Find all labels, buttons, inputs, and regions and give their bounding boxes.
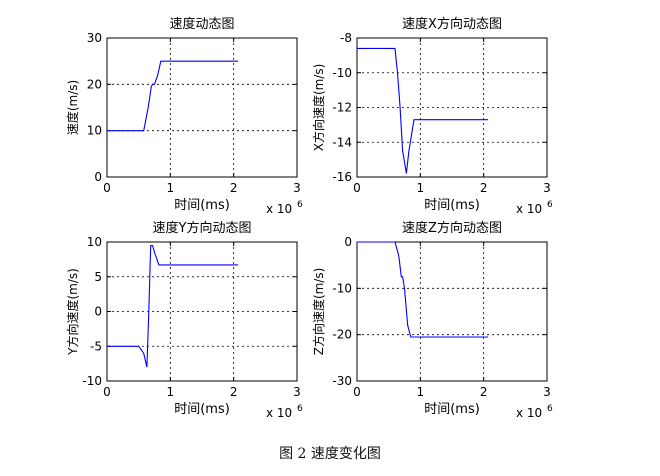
chart-title-speed-z: 速度Z方向动态图 bbox=[402, 220, 502, 236]
y-tick-label-speed: 20 bbox=[87, 77, 102, 91]
x-tick-label-speed: 3 bbox=[293, 181, 301, 195]
x-axis-label-speed-y: 时间(ms) bbox=[174, 402, 230, 417]
y-tick-label-speed-z: 0 bbox=[344, 235, 352, 249]
series-line-speed-x-0 bbox=[357, 47, 489, 174]
y-tick-label-speed-y: 10 bbox=[87, 235, 102, 249]
x-tick-label-speed-x: 0 bbox=[353, 181, 361, 195]
x-multiplier-exponent-speed: 6 bbox=[297, 200, 303, 210]
chart-title-speed: 速度动态图 bbox=[169, 16, 234, 32]
y-tick-label-speed-z: -10 bbox=[332, 281, 352, 295]
y-tick-label-speed-y: 0 bbox=[94, 305, 102, 319]
y-tick-label-speed-x: -10 bbox=[332, 66, 352, 80]
y-tick-label-speed-x: -14 bbox=[332, 135, 352, 149]
series-line-speed-y-0 bbox=[107, 244, 239, 368]
y-axis-label-speed-x: X方向速度(m/s) bbox=[311, 64, 326, 152]
x-tick-label-speed-z: 3 bbox=[543, 385, 551, 399]
plot-frame-speed-z bbox=[356, 241, 548, 382]
x-multiplier-exponent-speed-x: 6 bbox=[547, 200, 553, 210]
figure-caption: 图 2 速度变化图 bbox=[279, 446, 381, 462]
x-multiplier-speed: x 10 bbox=[266, 202, 292, 216]
plot-frame-speed bbox=[106, 37, 298, 178]
y-tick-label-speed-x: -8 bbox=[340, 31, 352, 45]
y-tick-label-speed-z: -20 bbox=[332, 328, 352, 342]
y-axis-label-speed: 速度(m/s) bbox=[65, 80, 80, 135]
chart-title-speed-x: 速度X方向动态图 bbox=[402, 16, 502, 32]
x-axis-label-speed: 时间(ms) bbox=[174, 198, 230, 213]
y-tick-label-speed-x: -16 bbox=[332, 170, 352, 184]
x-tick-label-speed: 2 bbox=[230, 181, 238, 195]
x-tick-label-speed-y: 2 bbox=[230, 385, 238, 399]
x-tick-label-speed: 1 bbox=[167, 181, 175, 195]
chart-title-speed-y: 速度Y方向动态图 bbox=[153, 220, 252, 236]
y-tick-label-speed: 0 bbox=[94, 170, 102, 184]
x-multiplier-speed-z: x 10 bbox=[516, 406, 542, 420]
x-tick-label-speed-z: 1 bbox=[417, 385, 425, 399]
x-tick-label-speed-x: 2 bbox=[480, 181, 488, 195]
y-tick-label-speed-y: 5 bbox=[94, 270, 102, 284]
y-tick-label-speed: 10 bbox=[87, 124, 102, 138]
y-tick-label-speed-y: -10 bbox=[82, 374, 102, 388]
x-tick-label-speed: 0 bbox=[103, 181, 111, 195]
x-multiplier-speed-y: x 10 bbox=[266, 406, 292, 420]
x-axis-label-speed-z: 时间(ms) bbox=[424, 402, 480, 417]
x-tick-label-speed-y: 0 bbox=[103, 385, 111, 399]
x-multiplier-exponent-speed-z: 6 bbox=[547, 404, 553, 414]
x-tick-label-speed-y: 1 bbox=[167, 385, 175, 399]
y-axis-label-speed-z: Z方向速度(m/s) bbox=[311, 268, 326, 356]
series-line-speed-0 bbox=[107, 60, 239, 132]
x-tick-label-speed-y: 3 bbox=[293, 385, 301, 399]
x-tick-label-speed-z: 2 bbox=[480, 385, 488, 399]
y-tick-label-speed: 30 bbox=[87, 31, 102, 45]
x-multiplier-speed-x: x 10 bbox=[516, 202, 542, 216]
x-multiplier-exponent-speed-y: 6 bbox=[297, 404, 303, 414]
x-axis-label-speed-x: 时间(ms) bbox=[424, 198, 480, 213]
y-tick-label-speed-z: -30 bbox=[332, 374, 352, 388]
x-tick-label-speed-x: 1 bbox=[417, 181, 425, 195]
x-tick-label-speed-z: 0 bbox=[353, 385, 361, 399]
x-tick-label-speed-x: 3 bbox=[543, 181, 551, 195]
series-line-speed-z-0 bbox=[357, 241, 489, 338]
y-tick-label-speed-x: -12 bbox=[332, 101, 352, 115]
y-axis-label-speed-y: Y方向速度(m/s) bbox=[65, 268, 80, 356]
y-tick-label-speed-y: -5 bbox=[90, 339, 102, 353]
